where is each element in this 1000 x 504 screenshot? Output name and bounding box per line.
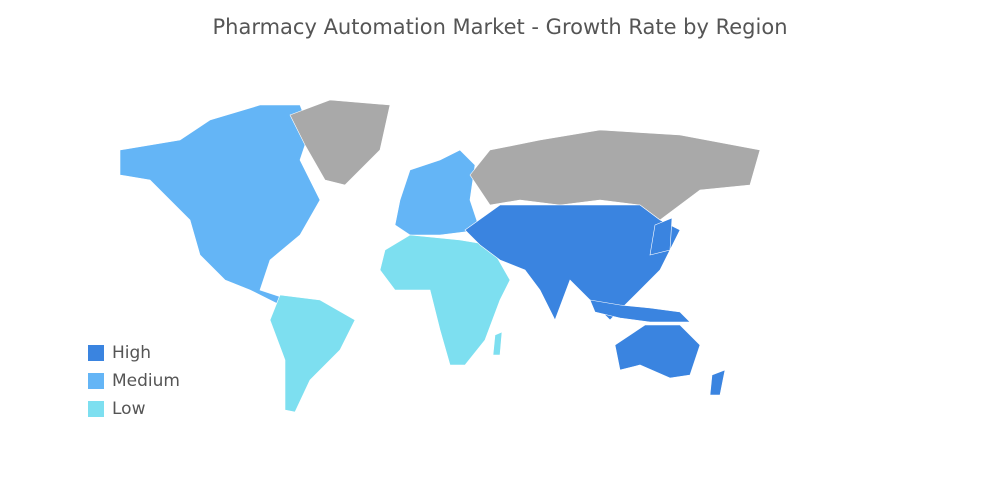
world-map [119, 99, 761, 413]
legend-swatch [88, 345, 104, 361]
indonesia [589, 299, 691, 323]
legend-label: Medium [112, 371, 180, 391]
legend-swatch [88, 401, 104, 417]
legend: High Medium Low [88, 343, 180, 419]
africa [379, 234, 511, 366]
japan [649, 217, 673, 256]
new-zealand [709, 369, 726, 396]
australia [614, 324, 701, 379]
chart-title: Pharmacy Automation Market - Growth Rate… [212, 15, 787, 39]
north-america [119, 104, 321, 311]
legend-label: High [112, 343, 151, 363]
madagascar [492, 331, 503, 356]
europe [394, 149, 481, 236]
greenland [289, 99, 391, 186]
russia [469, 129, 761, 221]
asia [464, 204, 681, 321]
south-america [269, 294, 356, 413]
legend-swatch [88, 373, 104, 389]
legend-label: Low [112, 399, 146, 419]
